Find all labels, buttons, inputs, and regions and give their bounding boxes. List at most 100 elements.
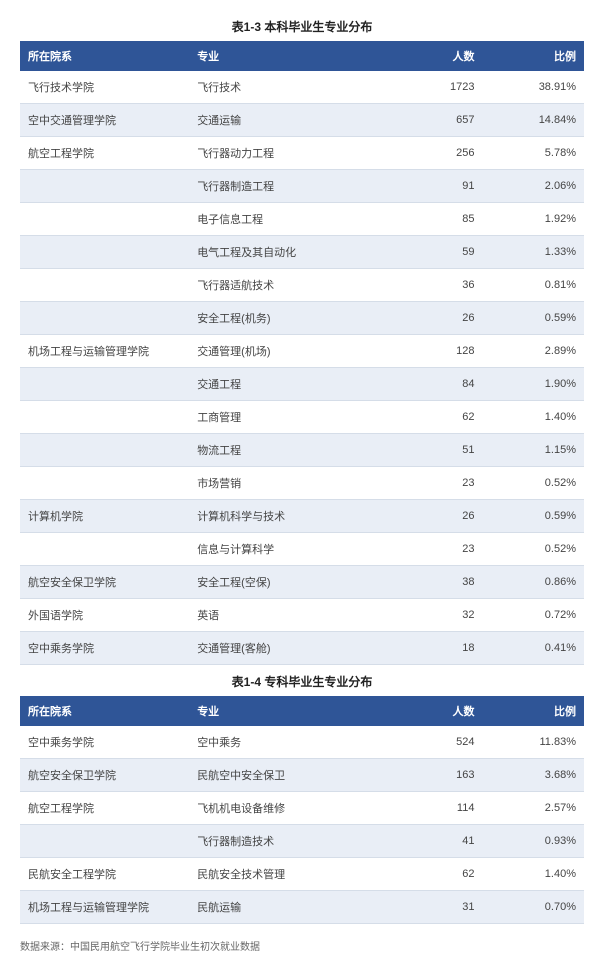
cell-ratio: 0.72% — [482, 599, 584, 632]
cell-major: 飞行技术 — [189, 71, 381, 104]
cell-dept: 航空安全保卫学院 — [20, 566, 189, 599]
cell-major: 交通管理(机场) — [189, 335, 381, 368]
cell-dept — [20, 368, 189, 401]
cell-ratio: 0.52% — [482, 467, 584, 500]
cell-count: 26 — [381, 500, 483, 533]
cell-dept: 空中交通管理学院 — [20, 104, 189, 137]
table1-caption: 表1-3 本科毕业生专业分布 — [20, 18, 584, 35]
cell-dept: 航空工程学院 — [20, 792, 189, 825]
cell-major: 电气工程及其自动化 — [189, 236, 381, 269]
col-dept: 所在院系 — [20, 696, 189, 726]
cell-dept — [20, 269, 189, 302]
cell-count: 524 — [381, 726, 483, 759]
cell-major: 空中乘务 — [189, 726, 381, 759]
col-count: 人数 — [381, 41, 483, 71]
table2: 所在院系 专业 人数 比例 空中乘务学院空中乘务52411.83%航空安全保卫学… — [20, 696, 584, 924]
cell-count: 91 — [381, 170, 483, 203]
cell-ratio: 38.91% — [482, 71, 584, 104]
table-row: 市场营销230.52% — [20, 467, 584, 500]
table-row: 航空安全保卫学院安全工程(空保)380.86% — [20, 566, 584, 599]
cell-ratio: 0.52% — [482, 533, 584, 566]
cell-count: 23 — [381, 467, 483, 500]
cell-major: 飞机机电设备维修 — [189, 792, 381, 825]
cell-major: 飞行器动力工程 — [189, 137, 381, 170]
cell-major: 交通工程 — [189, 368, 381, 401]
cell-major: 飞行器适航技术 — [189, 269, 381, 302]
col-major: 专业 — [189, 41, 381, 71]
cell-dept — [20, 825, 189, 858]
cell-count: 62 — [381, 401, 483, 434]
cell-ratio: 0.59% — [482, 302, 584, 335]
cell-major: 电子信息工程 — [189, 203, 381, 236]
table-row: 空中乘务学院交通管理(客舱)180.41% — [20, 632, 584, 665]
cell-count: 32 — [381, 599, 483, 632]
cell-dept — [20, 203, 189, 236]
cell-ratio: 3.68% — [482, 759, 584, 792]
cell-count: 18 — [381, 632, 483, 665]
cell-major: 飞行器制造工程 — [189, 170, 381, 203]
cell-count: 31 — [381, 891, 483, 924]
cell-ratio: 1.40% — [482, 401, 584, 434]
cell-count: 51 — [381, 434, 483, 467]
table-row: 飞行器适航技术360.81% — [20, 269, 584, 302]
cell-major: 民航安全技术管理 — [189, 858, 381, 891]
cell-dept: 机场工程与运输管理学院 — [20, 891, 189, 924]
cell-count: 36 — [381, 269, 483, 302]
table-row: 物流工程511.15% — [20, 434, 584, 467]
cell-dept — [20, 401, 189, 434]
cell-count: 114 — [381, 792, 483, 825]
table2-head: 所在院系 专业 人数 比例 — [20, 696, 584, 726]
cell-major: 英语 — [189, 599, 381, 632]
cell-dept: 民航安全工程学院 — [20, 858, 189, 891]
cell-ratio: 1.15% — [482, 434, 584, 467]
cell-count: 256 — [381, 137, 483, 170]
cell-dept — [20, 434, 189, 467]
data-source-footnote: 数据来源：中国民用航空飞行学院毕业生初次就业数据 — [20, 938, 584, 953]
cell-ratio: 2.57% — [482, 792, 584, 825]
table-row: 机场工程与运输管理学院民航运输310.70% — [20, 891, 584, 924]
col-count: 人数 — [381, 696, 483, 726]
cell-major: 工商管理 — [189, 401, 381, 434]
col-ratio: 比例 — [482, 696, 584, 726]
cell-dept: 航空工程学院 — [20, 137, 189, 170]
cell-dept: 飞行技术学院 — [20, 71, 189, 104]
cell-ratio: 2.06% — [482, 170, 584, 203]
table-row: 飞行器制造技术410.93% — [20, 825, 584, 858]
cell-ratio: 0.59% — [482, 500, 584, 533]
cell-ratio: 1.90% — [482, 368, 584, 401]
cell-count: 62 — [381, 858, 483, 891]
table-row: 空中乘务学院空中乘务52411.83% — [20, 726, 584, 759]
cell-ratio: 1.92% — [482, 203, 584, 236]
cell-dept: 计算机学院 — [20, 500, 189, 533]
cell-count: 41 — [381, 825, 483, 858]
cell-ratio: 1.40% — [482, 858, 584, 891]
cell-major: 安全工程(机务) — [189, 302, 381, 335]
col-ratio: 比例 — [482, 41, 584, 71]
cell-dept: 外国语学院 — [20, 599, 189, 632]
cell-major: 安全工程(空保) — [189, 566, 381, 599]
cell-dept: 机场工程与运输管理学院 — [20, 335, 189, 368]
cell-major: 信息与计算科学 — [189, 533, 381, 566]
cell-ratio: 0.41% — [482, 632, 584, 665]
table-row: 工商管理621.40% — [20, 401, 584, 434]
cell-dept — [20, 302, 189, 335]
cell-major: 市场营销 — [189, 467, 381, 500]
cell-major: 计算机科学与技术 — [189, 500, 381, 533]
cell-major: 交通管理(客舱) — [189, 632, 381, 665]
cell-count: 23 — [381, 533, 483, 566]
table2-body: 空中乘务学院空中乘务52411.83%航空安全保卫学院民航空中安全保卫1633.… — [20, 726, 584, 924]
col-dept: 所在院系 — [20, 41, 189, 71]
cell-dept: 空中乘务学院 — [20, 632, 189, 665]
table1: 所在院系 专业 人数 比例 飞行技术学院飞行技术172338.91%空中交通管理… — [20, 41, 584, 665]
table-row: 外国语学院英语320.72% — [20, 599, 584, 632]
table-row: 飞行器制造工程912.06% — [20, 170, 584, 203]
cell-ratio: 14.84% — [482, 104, 584, 137]
cell-major: 物流工程 — [189, 434, 381, 467]
table-row: 信息与计算科学230.52% — [20, 533, 584, 566]
col-major: 专业 — [189, 696, 381, 726]
cell-major: 民航运输 — [189, 891, 381, 924]
table-row: 机场工程与运输管理学院交通管理(机场)1282.89% — [20, 335, 584, 368]
cell-dept — [20, 236, 189, 269]
cell-ratio: 0.81% — [482, 269, 584, 302]
table-row: 飞行技术学院飞行技术172338.91% — [20, 71, 584, 104]
